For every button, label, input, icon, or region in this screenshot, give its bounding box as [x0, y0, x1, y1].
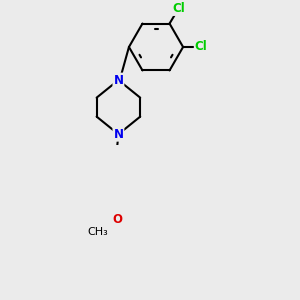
Text: Cl: Cl: [172, 2, 185, 15]
Text: Cl: Cl: [195, 40, 208, 53]
Text: N: N: [113, 128, 123, 141]
Text: N: N: [113, 74, 123, 87]
Text: O: O: [112, 213, 122, 226]
Text: CH₃: CH₃: [87, 227, 108, 237]
